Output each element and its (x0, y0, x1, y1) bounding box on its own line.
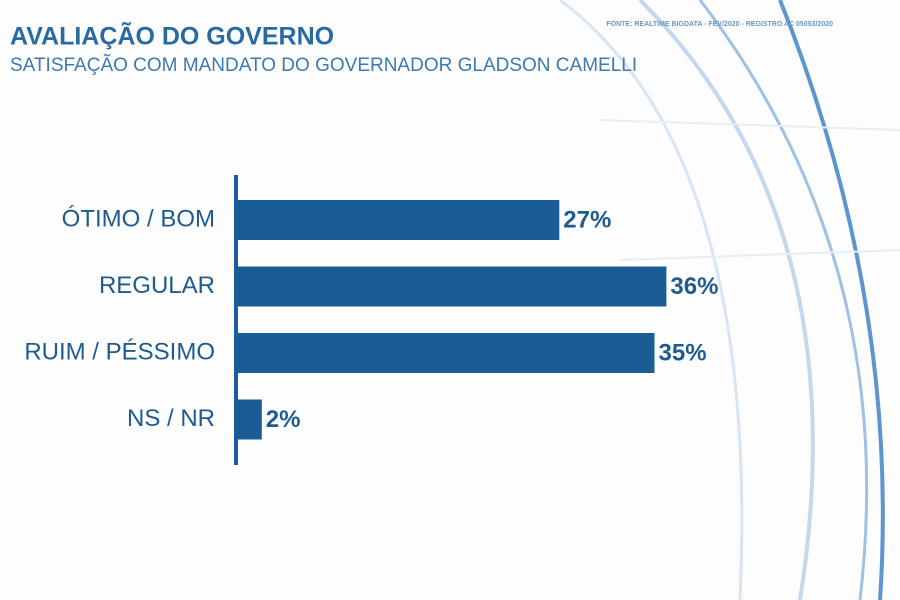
category-label: RUIM / PÉSSIMO (24, 338, 215, 365)
bar (238, 399, 262, 440)
source-note: FONTE: REALTIME BIGDATA - FEV/2020 - REG… (606, 21, 833, 28)
category-label: NS / NR (127, 405, 215, 432)
bar (238, 200, 560, 240)
background-decoration (559, 0, 900, 600)
value-label: 36% (670, 273, 718, 300)
value-label: 35% (659, 339, 707, 366)
chart-title: AVALIAÇÃO DO GOVERNO (10, 21, 334, 51)
chart-subtitle: SATISFAÇÃO COM MANDATO DO GOVERNADOR GLA… (10, 54, 637, 76)
bar (238, 333, 655, 373)
category-label: ÓTIMO / BOM (62, 205, 215, 232)
bar (238, 266, 667, 307)
value-label: 27% (563, 206, 611, 233)
category-label: REGULAR (99, 272, 215, 299)
value-label: 2% (266, 406, 301, 433)
